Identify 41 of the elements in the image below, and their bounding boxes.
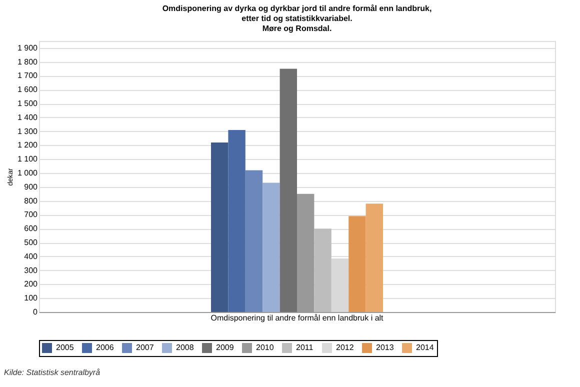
legend-label: 2012	[336, 343, 354, 352]
y-tick-label: 700	[24, 210, 38, 220]
y-tick-label: 1 700	[17, 71, 38, 80]
bar	[245, 170, 263, 312]
text: Kilde: Statistisk sentralbyrå	[4, 368, 100, 377]
bar	[348, 216, 366, 312]
legend-label: 2008	[176, 343, 194, 352]
legend-label: 2005	[56, 343, 74, 352]
y-tick-label: 400	[24, 252, 38, 261]
bar	[228, 130, 246, 312]
y-tick-label: 1 100	[17, 154, 38, 164]
bar	[262, 182, 280, 312]
y-tick-label: 1 200	[17, 140, 38, 150]
y-tick-label: 300	[24, 266, 38, 275]
y-tick-label: 900	[24, 182, 38, 192]
y-tick-label: 1 000	[17, 168, 38, 178]
y-tick-label: 100	[24, 294, 38, 303]
legend-label: 2007	[136, 343, 154, 352]
bar	[314, 228, 332, 312]
y-tick-label: 500	[24, 238, 38, 248]
legend-label: 2011	[296, 343, 314, 352]
y-tick-label: 800	[24, 196, 38, 206]
y-tick-label: 1 400	[17, 112, 38, 122]
y-tick-label: 1 800	[17, 57, 38, 66]
bar	[211, 142, 228, 312]
y-tick-label: 1 600	[17, 85, 38, 94]
y-tick-label: 1 300	[17, 126, 38, 136]
legend-label: 2010	[256, 343, 274, 352]
y-tick-label: 1 900	[17, 43, 38, 52]
x-tick-label: Omdisponering til andre formål enn landbruk i alt	[210, 314, 384, 322]
bar	[280, 68, 297, 312]
legend-label: 2009	[216, 343, 234, 352]
y-tick-label: 0	[33, 308, 38, 316]
chart-title: Omdisponering av dyrka og dyrkbar jord til andre formål enn landbruk, etter tid og statistikkvariabel. Møre og Romsdal.	[162, 4, 432, 33]
bar	[366, 204, 383, 312]
legend-label: 2013	[376, 343, 394, 352]
legend-label: 2006	[96, 343, 114, 352]
y-tick-label: 200	[24, 280, 38, 289]
legend-label: 2014	[416, 343, 434, 352]
y-tick-label: 1 500	[17, 99, 38, 108]
y-tick-label: 600	[24, 224, 38, 234]
